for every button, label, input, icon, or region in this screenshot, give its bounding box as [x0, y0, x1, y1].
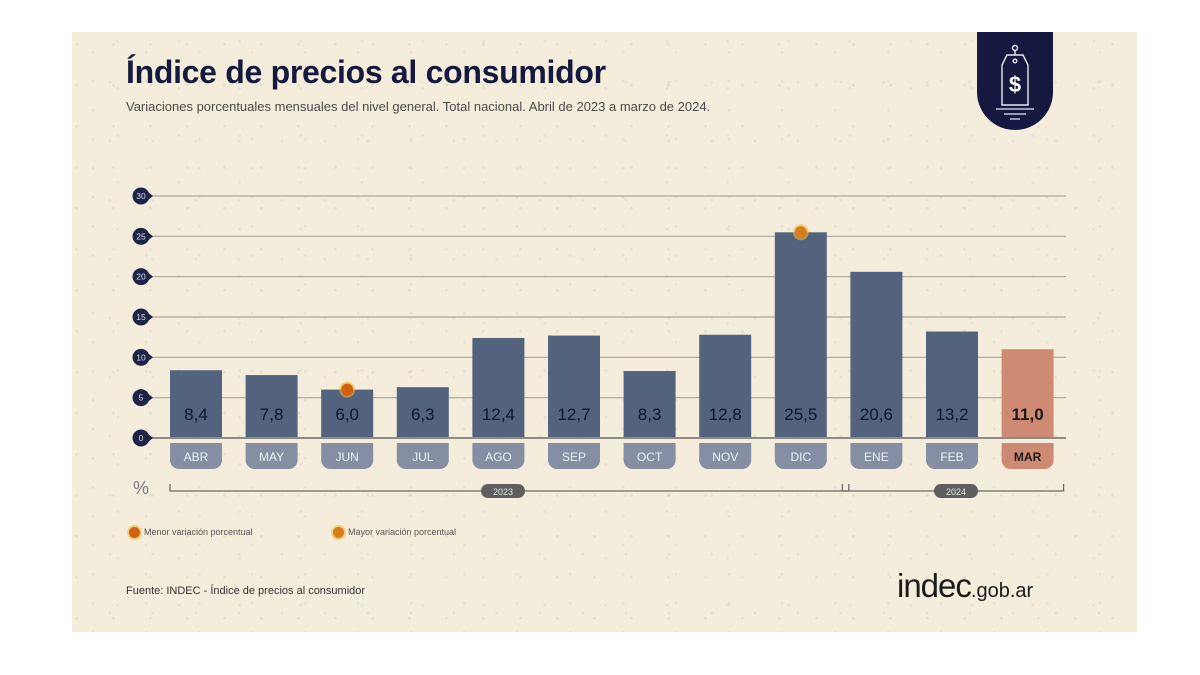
y-tick-bubble-25: [132, 227, 150, 245]
month-pill-abr: [170, 443, 222, 469]
legend-min-marker-icon: [129, 526, 140, 538]
month-pill-may: [245, 443, 298, 469]
month-pill-ene: [850, 443, 903, 469]
month-pill-nov: [699, 443, 752, 469]
value-label-nov: 12,8: [709, 405, 742, 424]
month-label-jun: JUN: [336, 450, 359, 464]
y-tick-label: 10: [136, 352, 146, 362]
value-label-jun: 6,0: [335, 405, 359, 424]
year-label-2023: 2023: [493, 487, 513, 497]
month-label-feb: FEB: [940, 450, 963, 464]
y-tick-label: 15: [136, 312, 146, 322]
bar-oct: [623, 371, 676, 437]
y-tick-label: 5: [139, 393, 144, 403]
bar-ene: [850, 271, 903, 437]
page-title: Índice de precios al consumidor: [126, 54, 606, 90]
month-label-ene: ENE: [864, 450, 889, 464]
value-label-jul: 6,3: [411, 405, 435, 424]
y-tick-label: 30: [136, 191, 146, 201]
year-pill-2023: [481, 484, 525, 498]
month-label-dic: DIC: [790, 450, 811, 464]
value-label-ago: 12,4: [482, 405, 515, 424]
logo-main: indec: [897, 567, 972, 604]
month-pill-feb: [926, 443, 978, 469]
month-pill-dic: [774, 443, 827, 469]
legend-item-min: Menor variación porcentual: [129, 524, 253, 540]
marker-max: [794, 226, 807, 239]
legend-min-label: Menor variación porcentual: [144, 527, 253, 537]
y-tick-bubble-0: [132, 429, 150, 447]
bar-sep: [548, 335, 600, 437]
bar-jul: [396, 387, 449, 437]
y-tick-bubble-30: [132, 187, 150, 205]
value-label-dic: 25,5: [784, 405, 817, 424]
value-label-oct: 8,3: [638, 405, 662, 424]
price-tag-badge: $: [977, 32, 1053, 130]
bar-mar: [1001, 349, 1054, 437]
year-label-2024: 2024: [946, 487, 966, 497]
bar-dic: [774, 232, 827, 437]
month-label-abr: ABR: [184, 450, 209, 464]
y-tick-label: 0: [139, 433, 144, 443]
month-pill-mar: [1001, 443, 1054, 469]
y-axis-unit-label: %: [133, 478, 150, 498]
bar-ago: [472, 337, 525, 437]
logo-suffix: .gob.ar: [970, 580, 1034, 602]
indec-logo[interactable]: indec.gob.ar: [897, 567, 1033, 605]
y-tick-label: 25: [136, 231, 146, 241]
month-label-oct: OCT: [637, 450, 663, 464]
month-pill-jul: [396, 443, 449, 469]
month-pill-ago: [472, 443, 525, 469]
page-subtitle: Variaciones porcentuales mensuales del n…: [126, 99, 711, 114]
source-note: Fuente: INDEC - Índice de precios al con…: [126, 585, 366, 597]
legend-item-max: Mayor variación porcentual: [333, 524, 456, 540]
y-tick-bubble-15: [132, 308, 150, 326]
legend-max-label: Mayor variación porcentual: [348, 527, 457, 537]
svg-text:$: $: [1009, 72, 1021, 97]
value-label-may: 7,8: [260, 405, 284, 424]
value-label-abr: 8,4: [184, 405, 208, 424]
y-tick-bubble-5: [132, 389, 150, 407]
bar-feb: [926, 331, 978, 437]
month-pill-sep: [548, 443, 600, 469]
legend-max-marker-icon: [333, 526, 344, 538]
value-label-mar: 11,0: [1012, 405, 1044, 424]
bar-may: [245, 375, 298, 437]
month-label-ago: AGO: [485, 450, 512, 464]
month-label-nov: NOV: [712, 450, 738, 464]
month-label-jul: JUL: [412, 450, 434, 464]
y-tick-bubble-20: [132, 268, 150, 286]
price-tag-dollar-icon: $: [996, 44, 1034, 120]
y-tick-label: 20: [136, 272, 146, 282]
bar-nov: [699, 334, 752, 437]
marker-min: [341, 383, 354, 396]
bar-abr: [170, 370, 222, 437]
value-label-feb: 13,2: [935, 405, 968, 424]
value-label-ene: 20,6: [860, 405, 893, 424]
month-pill-jun: [321, 443, 374, 469]
month-label-sep: SEP: [562, 450, 586, 464]
month-label-may: MAY: [259, 450, 284, 464]
value-label-sep: 12,7: [557, 405, 590, 424]
y-tick-bubble-10: [132, 348, 150, 366]
year-pill-2024: [934, 484, 978, 498]
month-pill-oct: [623, 443, 676, 469]
month-label-mar: MAR: [1014, 450, 1042, 464]
